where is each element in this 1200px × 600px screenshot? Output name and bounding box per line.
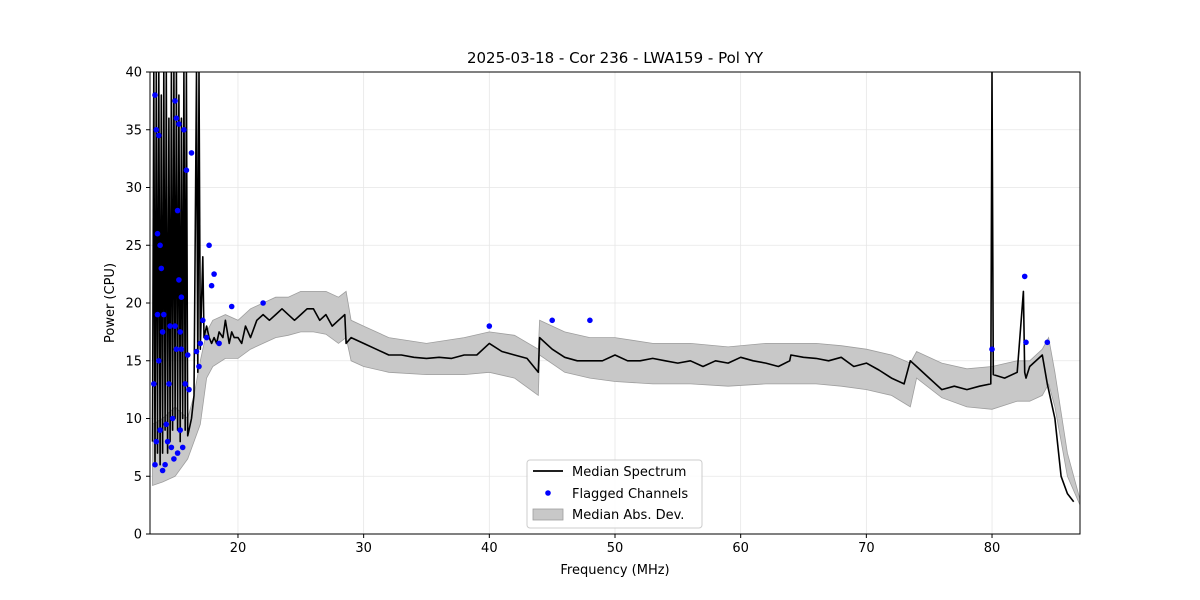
flagged-channel-point	[174, 450, 181, 456]
flagged-channel-point	[152, 461, 158, 468]
flagged-channel-point	[173, 346, 180, 353]
flagged-channel-point	[168, 444, 175, 451]
flagged-channel-point	[178, 346, 185, 353]
flagged-channel-point	[162, 461, 168, 468]
flagged-channel-point	[200, 317, 206, 324]
flagged-channel-point	[989, 346, 995, 353]
flagged-channel-point	[173, 115, 180, 121]
y-tick-label: 35	[125, 123, 142, 138]
flagged-channel-point	[181, 127, 187, 133]
flagged-channel-point	[193, 348, 200, 355]
flagged-channel-point	[166, 381, 172, 387]
flagged-channel-point	[216, 340, 222, 347]
flagged-channel-point	[197, 340, 204, 347]
legend-label-median-spectrum: Median Spectrum	[572, 465, 686, 480]
flagged-channel-point	[176, 121, 182, 127]
x-tick-label: 80	[984, 541, 1001, 556]
legend-band-swatch	[532, 508, 564, 521]
flagged-channel-point	[157, 242, 163, 249]
y-tick-label: 15	[125, 354, 142, 369]
flagged-channel-point	[161, 311, 167, 318]
flagged-channel-point	[211, 271, 217, 277]
median-spectrum-line	[151, 72, 1075, 503]
x-axis-ticks: 20 30 40 50 60 70 80	[230, 534, 1001, 556]
flagged-channel-point	[151, 381, 157, 387]
flagged-channel-point	[169, 415, 176, 422]
median-abs-dev-band	[152, 290, 1080, 506]
flagged-channel-point	[182, 381, 188, 387]
flagged-channel-point	[1044, 339, 1051, 346]
x-tick-label: 70	[858, 541, 875, 556]
y-tick-label: 20	[125, 297, 142, 312]
y-axis-title: Power (CPU)	[103, 263, 118, 343]
flagged-channel-point	[178, 294, 185, 301]
flagged-channel-point	[1023, 339, 1029, 346]
flagged-channel-point	[154, 230, 161, 237]
flagged-channel-point	[154, 311, 161, 318]
flagged-channel-point	[159, 467, 166, 474]
flagged-channel-point	[208, 282, 215, 289]
x-tick-label: 50	[607, 541, 624, 556]
y-tick-label: 30	[125, 181, 142, 196]
flagged-channel-point	[159, 329, 166, 335]
x-tick-label: 20	[230, 541, 247, 556]
legend-box	[526, 459, 703, 529]
flagged-channel-point	[167, 323, 173, 329]
flagged-channel-point	[260, 300, 266, 306]
flagged-channels	[151, 92, 1051, 474]
x-tick-label: 30	[355, 541, 372, 556]
flagged-channel-point	[587, 317, 593, 324]
y-tick-label: 5	[134, 470, 142, 485]
flagged-channel-point	[172, 323, 178, 329]
flagged-channel-point	[549, 317, 555, 324]
flagged-channel-point	[186, 386, 192, 393]
flagged-channel-point	[228, 303, 235, 310]
y-tick-label: 25	[125, 239, 142, 254]
legend-label-flagged-channels: Flagged Channels	[572, 487, 688, 502]
legend-dot-swatch	[545, 490, 551, 496]
flagged-channel-point	[1021, 273, 1028, 280]
flagged-channel-point	[153, 438, 160, 445]
flagged-channel-point	[156, 132, 162, 139]
flagged-channel-point	[179, 444, 186, 451]
flagged-channel-point	[177, 329, 183, 335]
x-tick-label: 60	[732, 541, 749, 556]
flagged-channel-point	[164, 438, 171, 445]
flagged-channel-point	[176, 277, 182, 283]
legend-label-median-abs-dev: Median Abs. Dev.	[572, 508, 684, 523]
flagged-channel-point	[171, 456, 177, 462]
flagged-channel-point	[196, 363, 202, 370]
flagged-channel-point	[156, 358, 162, 364]
legend: Median Spectrum Flagged Channels Median …	[526, 459, 703, 529]
flagged-channel-point	[172, 98, 178, 104]
y-tick-label: 40	[125, 66, 142, 81]
y-tick-label: 10	[125, 412, 142, 427]
flagged-channel-point	[206, 242, 212, 249]
x-axis-title: Frequency (MHz)	[560, 563, 669, 578]
flagged-channel-point	[158, 265, 165, 272]
flagged-channel-point	[153, 127, 160, 133]
flagged-channel-point	[188, 150, 195, 156]
flagged-channel-point	[157, 427, 163, 433]
flagged-channel-point	[184, 352, 191, 358]
flagged-channel-point	[183, 167, 190, 173]
flagged-channel-point	[177, 427, 183, 433]
chart-title: 2025-03-18 - Cor 236 - LWA159 - Pol YY	[467, 49, 764, 67]
y-axis-ticks: 0 5 10 15 20 25 30 35 40	[125, 66, 150, 543]
flagged-channel-point	[174, 207, 181, 214]
flagged-channel-point	[203, 334, 210, 341]
y-tick-label: 0	[134, 528, 142, 543]
x-tick-label: 40	[481, 541, 498, 556]
flagged-channel-point	[152, 92, 158, 98]
flagged-channel-point	[486, 323, 493, 329]
flagged-channel-point	[163, 421, 170, 428]
